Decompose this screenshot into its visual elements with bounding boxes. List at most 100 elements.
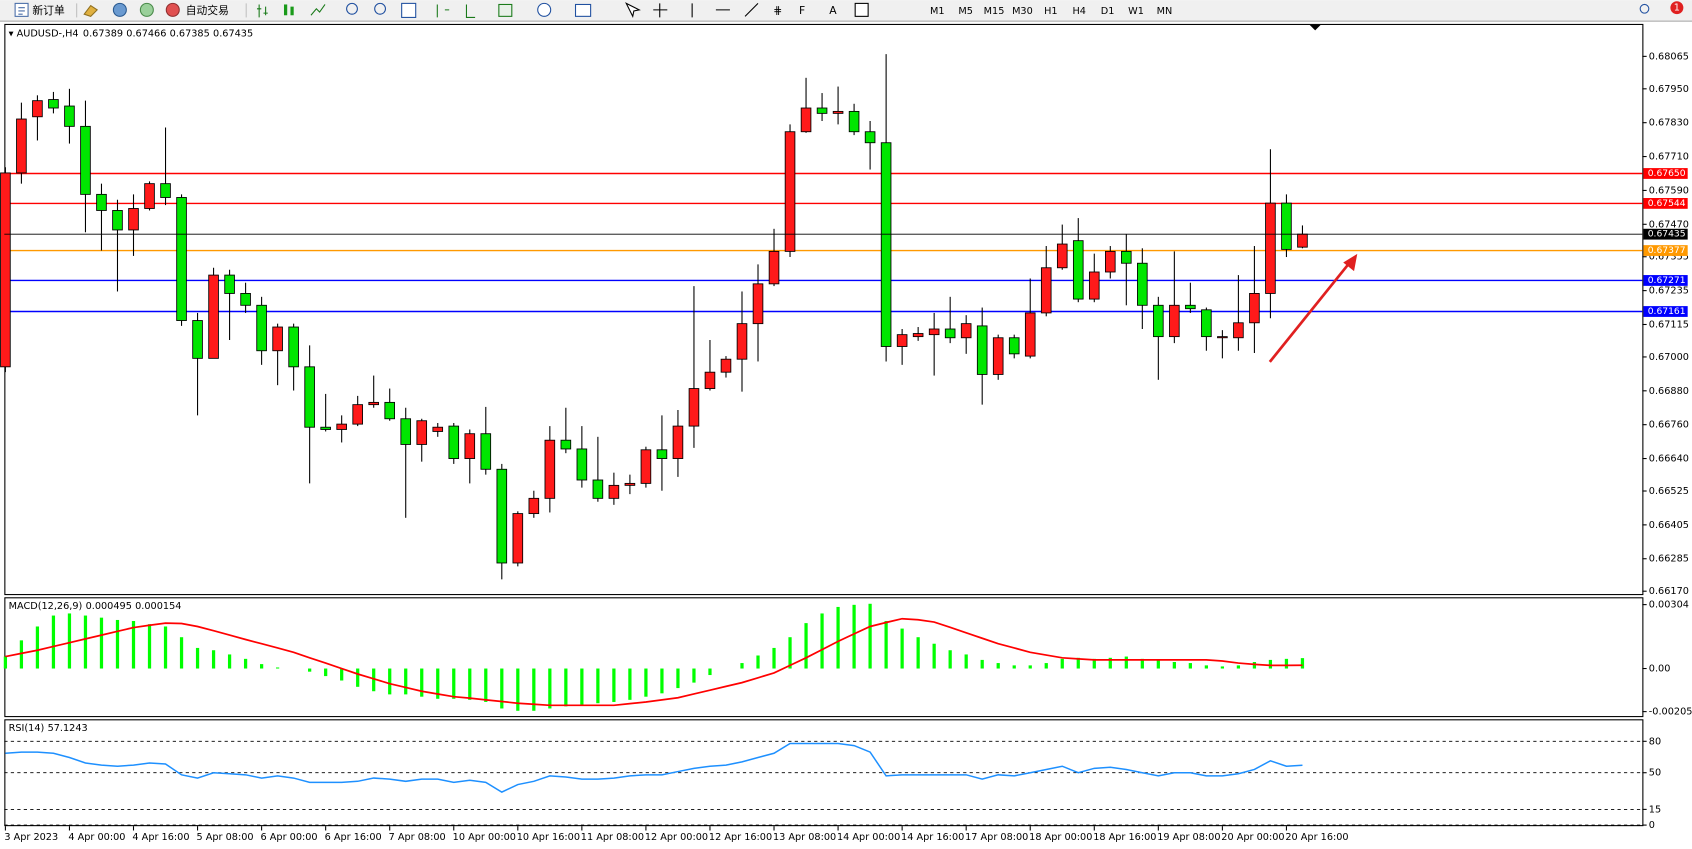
macd-bar xyxy=(1188,663,1192,669)
macd-bar xyxy=(804,623,808,669)
label-tool[interactable] xyxy=(854,2,869,17)
indicator-name: RSI(14) xyxy=(9,723,45,734)
y-tick-label: 0.66880 xyxy=(1649,386,1689,397)
candle-body xyxy=(352,404,363,425)
candle-body xyxy=(1105,250,1116,273)
macd-bar xyxy=(740,663,744,669)
macd-bar xyxy=(996,663,1000,669)
timeframe-button[interactable] xyxy=(1094,2,1121,19)
timeframe-button[interactable] xyxy=(1151,2,1178,19)
x-tick-label: 7 Apr 08:00 xyxy=(389,832,446,843)
timeframe-button[interactable] xyxy=(924,2,951,19)
macd-bar xyxy=(211,650,216,669)
candle-body xyxy=(768,250,780,285)
candle-body xyxy=(832,110,844,114)
macd-bar xyxy=(612,668,616,702)
arrow-shaft xyxy=(1268,261,1351,363)
x-tick-label: 3 Apr 2023 xyxy=(4,832,58,843)
macd-bar xyxy=(660,668,664,694)
last-high: 0.67466 xyxy=(126,29,166,40)
timeframe-button[interactable] xyxy=(952,2,979,19)
x-tick-label: 14 Apr 16:00 xyxy=(901,832,964,843)
tool-icon[interactable] xyxy=(310,4,326,16)
candle-body xyxy=(96,193,107,211)
macd-bar xyxy=(1204,665,1208,669)
notification-badge[interactable] xyxy=(1670,1,1684,15)
macd-bar xyxy=(916,637,920,669)
timeframe-button[interactable] xyxy=(1066,2,1093,19)
new-order-button[interactable]: 新订单 xyxy=(14,2,65,17)
macd-bar xyxy=(372,668,376,692)
templates[interactable] xyxy=(574,3,592,17)
candle-body xyxy=(592,479,604,499)
cursor-tool[interactable] xyxy=(625,2,641,18)
candle-body xyxy=(1137,262,1148,306)
candle-body xyxy=(1072,240,1084,300)
tool-icon[interactable] xyxy=(83,4,99,17)
y-tick-label: 0.67590 xyxy=(1649,185,1689,196)
macd-bar xyxy=(179,637,184,669)
macd-bar xyxy=(580,668,584,706)
candle-body xyxy=(128,208,139,231)
macd-value: 0.000495 xyxy=(86,601,132,612)
candle-body xyxy=(320,426,331,430)
periods[interactable] xyxy=(537,2,552,17)
search[interactable] xyxy=(1639,3,1650,14)
candle-body xyxy=(288,326,299,368)
candle-body xyxy=(400,418,412,445)
candle-body xyxy=(816,107,828,114)
tool-icon[interactable] xyxy=(112,2,127,17)
candle-body xyxy=(976,325,988,375)
tool-icon[interactable] xyxy=(283,4,288,16)
candle-body xyxy=(512,513,524,564)
zoom-out[interactable] xyxy=(374,2,387,15)
x-tick-label: 18 Apr 00:00 xyxy=(1029,832,1092,843)
candle-body xyxy=(432,426,444,432)
macd-bar xyxy=(276,667,280,669)
x-tick-label: 11 Apr 08:00 xyxy=(581,832,644,843)
candle-body xyxy=(736,323,748,360)
badge-count: 1 xyxy=(1674,3,1680,14)
candle-body xyxy=(272,326,283,352)
x-tick-label: 20 Apr 00:00 xyxy=(1221,832,1284,843)
last-close: 0.67435 xyxy=(213,29,253,40)
candle-body xyxy=(912,333,924,338)
candle-body xyxy=(448,425,460,459)
candle-body xyxy=(784,131,796,252)
indicators[interactable] xyxy=(498,3,513,17)
macd-bar xyxy=(436,668,440,699)
auto-trading-button[interactable]: 自动交易 xyxy=(165,2,229,17)
zoom-in[interactable] xyxy=(346,2,358,15)
tool-icon[interactable] xyxy=(290,6,294,16)
candle-body xyxy=(1169,304,1180,338)
y-tick-label: 50 xyxy=(1649,768,1661,779)
level-tag xyxy=(1643,275,1688,286)
macd-bar xyxy=(932,643,936,669)
timeframe-button[interactable] xyxy=(981,2,1007,19)
timeframe-button[interactable] xyxy=(1009,2,1036,19)
x-tick-label: 19 Apr 08:00 xyxy=(1157,832,1220,843)
tool-icon[interactable] xyxy=(436,4,476,18)
shift-marker xyxy=(1309,24,1321,31)
rsi-value: 57.1243 xyxy=(48,723,88,734)
button-label: 自动交易 xyxy=(186,4,229,17)
timeframe-button[interactable] xyxy=(1037,2,1064,19)
x-tick-label: 20 Apr 16:00 xyxy=(1285,832,1348,843)
macd-bar xyxy=(692,668,696,683)
level-tag xyxy=(1643,198,1688,209)
tool-icon[interactable] xyxy=(256,4,268,18)
macd-bar xyxy=(340,668,344,681)
line-tools[interactable] xyxy=(691,3,759,18)
candle-body xyxy=(688,388,700,427)
tool-icon[interactable]: ⋕ xyxy=(773,4,782,17)
crosshair-tool[interactable] xyxy=(653,3,668,18)
tool-icon[interactable]: A xyxy=(829,4,837,17)
timeframe-button[interactable] xyxy=(1123,2,1149,19)
tool-icon[interactable] xyxy=(139,2,154,17)
macd-bar xyxy=(836,606,840,669)
tile-windows[interactable] xyxy=(401,2,417,18)
tool-icon[interactable]: F xyxy=(799,4,805,17)
candle-body xyxy=(544,439,556,499)
macd-bar xyxy=(19,640,24,669)
